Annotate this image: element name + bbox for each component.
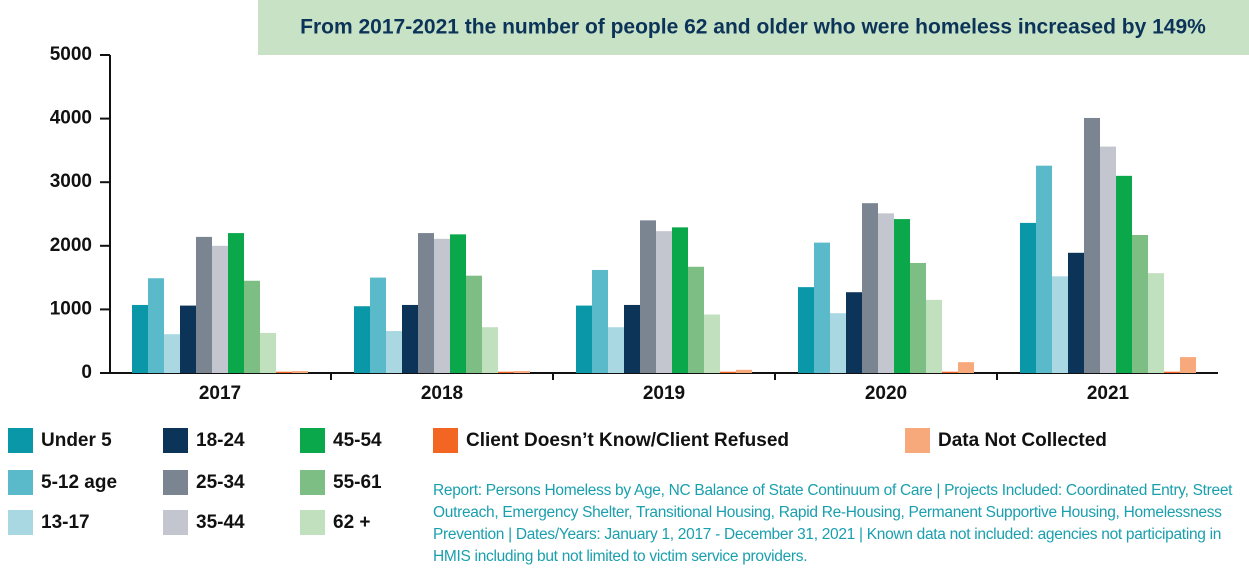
bar [244, 280, 260, 373]
bar [798, 287, 814, 373]
legend-label: Under 5 [41, 430, 112, 451]
legend-label: 13-17 [41, 512, 90, 533]
bar [434, 238, 450, 373]
bar [592, 269, 608, 373]
legend-swatch [905, 428, 930, 453]
bar [942, 371, 958, 373]
bar [370, 277, 386, 373]
bar [1148, 273, 1164, 373]
bar [830, 313, 846, 373]
bar [386, 331, 402, 373]
bar [212, 245, 228, 373]
bar [862, 203, 878, 373]
legend-label: 18-24 [196, 430, 245, 451]
bar [608, 327, 624, 373]
bar [260, 332, 276, 373]
bar [1052, 276, 1068, 373]
x-tick-label: 2020 [865, 383, 907, 404]
bar [894, 219, 910, 373]
bar [482, 327, 498, 373]
y-tick-label: 2000 [50, 235, 92, 256]
bar [576, 305, 592, 373]
bar [292, 371, 308, 373]
y-tick-label: 5000 [50, 44, 92, 65]
legend-swatch [163, 510, 188, 535]
legend-swatch [433, 428, 458, 453]
chart-title: From 2017-2021 the number of people 62 a… [300, 16, 1206, 39]
bar [1036, 165, 1052, 373]
bar [1100, 146, 1116, 373]
bar [910, 262, 926, 373]
bar [720, 371, 736, 373]
legend-swatch [8, 510, 33, 535]
bar [846, 292, 862, 373]
bar [624, 304, 640, 373]
bar [148, 278, 164, 373]
footnote: Report: Persons Homeless by Age, NC Bala… [433, 482, 1233, 565]
bar [814, 242, 830, 373]
bar [354, 306, 370, 373]
bar [132, 304, 148, 373]
bar [640, 220, 656, 373]
legend-swatch [8, 470, 33, 495]
bar [514, 371, 530, 373]
bar [1180, 357, 1196, 373]
bar [276, 371, 292, 373]
bar [958, 362, 974, 373]
legend-swatch [163, 470, 188, 495]
bar [1020, 222, 1036, 373]
legend-swatch [300, 428, 325, 453]
bar [1116, 175, 1132, 373]
bar [402, 304, 418, 373]
bar [466, 275, 482, 373]
legend-label: Data Not Collected [938, 430, 1107, 451]
bar [1084, 117, 1100, 374]
bar [926, 299, 942, 373]
bar [1068, 252, 1084, 373]
title-banner [258, 0, 1249, 55]
legend-label: Client Doesn’t Know/Client Refused [466, 430, 789, 451]
legend-label: 25-34 [196, 472, 245, 493]
bar [450, 234, 466, 373]
legend-label: 55-61 [333, 472, 382, 493]
legend-swatch [300, 470, 325, 495]
x-tick-label: 2017 [199, 383, 241, 404]
bar [196, 236, 212, 373]
x-tick-label: 2019 [643, 383, 685, 404]
x-tick-label: 2021 [1087, 383, 1130, 404]
y-tick-label: 0 [81, 362, 92, 383]
bar [1132, 234, 1148, 373]
legend-label: 5-12 age [41, 472, 117, 493]
bar [704, 314, 720, 373]
bar [736, 369, 752, 373]
legend-label: 35-44 [196, 512, 245, 533]
bar [656, 231, 672, 373]
bar [1164, 371, 1180, 373]
legend-swatch [163, 428, 188, 453]
y-tick-label: 1000 [50, 298, 92, 319]
legend-swatch [8, 428, 33, 453]
bar [418, 233, 434, 373]
legend-swatch [300, 510, 325, 535]
bar [688, 266, 704, 373]
bar [180, 305, 196, 373]
bar [498, 371, 514, 373]
y-tick-label: 4000 [50, 108, 92, 129]
bar [164, 334, 180, 373]
bar [878, 213, 894, 373]
legend-label: 62 + [333, 512, 371, 533]
bar [228, 233, 244, 373]
y-tick-label: 3000 [50, 171, 92, 192]
x-tick-label: 2018 [421, 383, 463, 404]
legend-label: 45-54 [333, 430, 382, 451]
bar [672, 227, 688, 373]
